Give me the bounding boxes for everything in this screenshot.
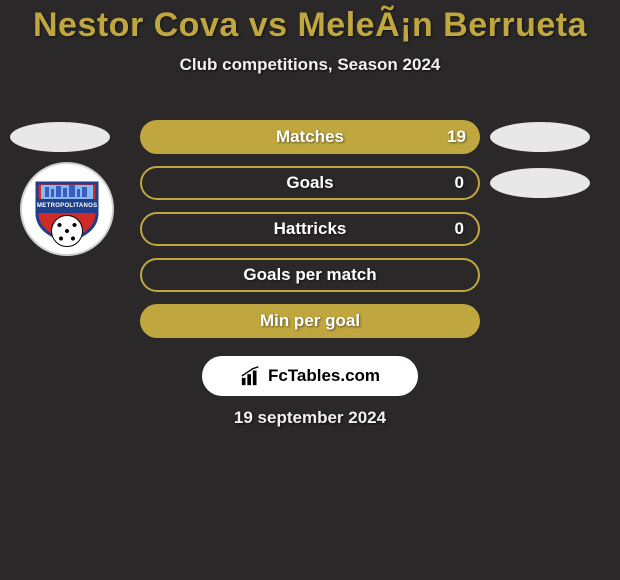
stat-bar-hattricks: Hattricks 0: [140, 212, 480, 246]
stat-row: METROPOLITANOS Goals 0: [0, 166, 620, 200]
player-right-oval: [490, 168, 590, 198]
page-title: Nestor Cova vs MeleÃ¡n Berrueta: [0, 0, 620, 45]
stat-row: Goals per match: [0, 258, 620, 292]
stat-bar-goals: Goals 0: [140, 166, 480, 200]
stat-row: Matches 19: [0, 120, 620, 154]
stat-bar-matches: Matches 19: [140, 120, 480, 154]
footer-date: 19 september 2024: [0, 408, 620, 428]
stat-bar-goals-per-match: Goals per match: [140, 258, 480, 292]
soccer-ball-icon: [51, 215, 83, 247]
player-right-oval: [490, 122, 590, 152]
stat-label: Min per goal: [260, 311, 360, 331]
stat-label: Hattricks: [274, 219, 347, 239]
stat-label: Goals: [286, 173, 333, 193]
bars-icon: [240, 365, 262, 387]
stat-rows: Matches 19: [0, 120, 620, 350]
infographic-root: Nestor Cova vs MeleÃ¡n Berrueta Club com…: [0, 0, 620, 580]
source-logo-text: FcTables.com: [268, 366, 380, 386]
stat-bar-min-per-goal: Min per goal: [140, 304, 480, 338]
stat-value: 0: [455, 173, 464, 193]
stat-label: Goals per match: [243, 265, 376, 285]
player-left-oval: [10, 122, 110, 152]
badge-ribbon: METROPOLITANOS: [37, 199, 97, 213]
club-badge-inner: METROPOLITANOS: [33, 175, 101, 243]
page-subtitle: Club competitions, Season 2024: [0, 55, 620, 75]
stat-value: 0: [455, 219, 464, 239]
stat-label: Matches: [276, 127, 344, 147]
stat-value: 19: [447, 127, 466, 147]
club-badge: METROPOLITANOS: [20, 162, 114, 256]
source-logo-box: FcTables.com: [202, 356, 418, 396]
stat-row: Min per goal: [0, 304, 620, 338]
